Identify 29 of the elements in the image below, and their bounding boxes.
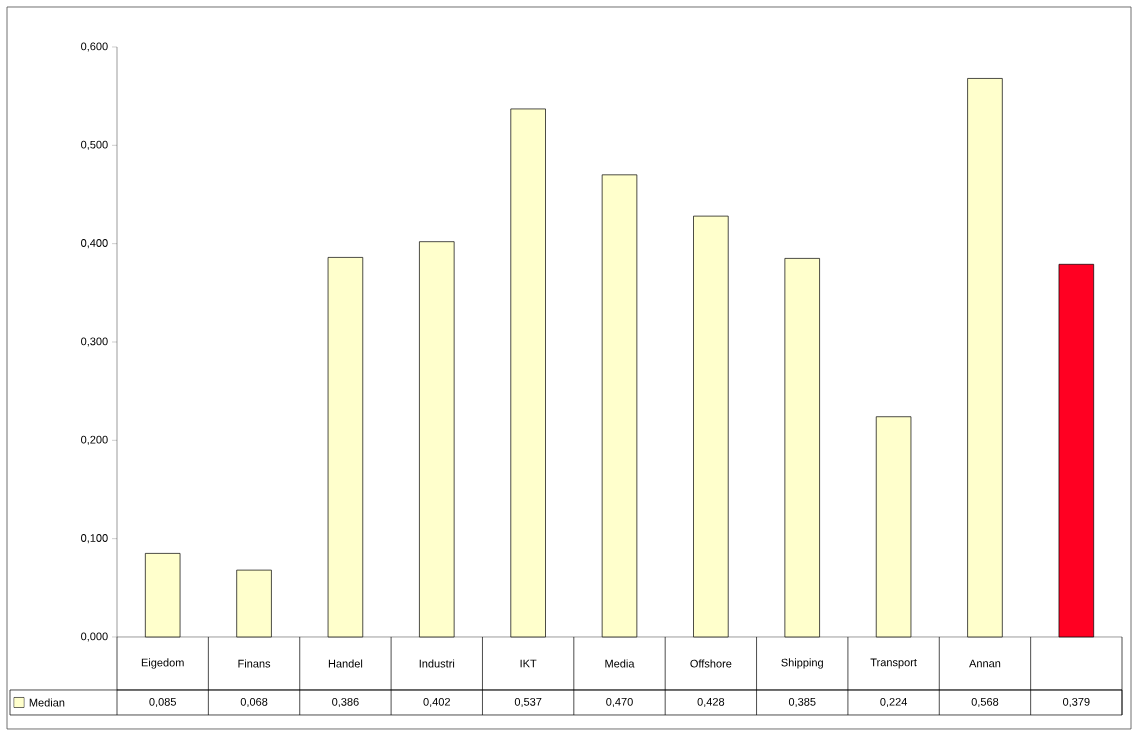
- y-tick-label: 0,300: [81, 337, 108, 347]
- x-tick-label: Annan: [969, 659, 1001, 668]
- y-tick-label: 0,100: [81, 534, 108, 544]
- x-tick-label: Finans: [238, 659, 271, 668]
- data-label: 0,428: [697, 697, 725, 708]
- legend-label: Median: [29, 698, 65, 707]
- x-tick-label: Media: [605, 659, 635, 668]
- x-tick-label: Transport: [870, 658, 917, 669]
- x-tick-label: IKT: [520, 659, 537, 668]
- x-tick-label: Handel: [328, 659, 363, 668]
- data-label: 0,385: [788, 697, 816, 708]
- data-label: 0,402: [423, 697, 450, 708]
- y-tick-label: 0,400: [81, 239, 108, 249]
- x-tick-label: Shipping: [781, 658, 823, 669]
- y-tick-label: 0,200: [81, 435, 108, 445]
- data-label: 0,068: [240, 697, 268, 708]
- data-label: 0,386: [332, 697, 359, 708]
- data-label: 0,085: [149, 697, 176, 708]
- data-label: 0,224: [880, 697, 908, 708]
- data-label: 0,379: [1063, 697, 1090, 708]
- x-tick-label: Offshore: [690, 659, 732, 668]
- y-tick-label: 0,600: [81, 42, 108, 52]
- y-tick-label: 0,500: [81, 140, 108, 150]
- data-label: 0,537: [514, 697, 542, 708]
- data-label: 0,568: [971, 697, 999, 708]
- x-tick-label: Eigedom: [141, 658, 184, 669]
- x-tick-label: Industri: [419, 659, 455, 668]
- data-label: 0,470: [606, 697, 633, 708]
- y-tick-label: 0,000: [81, 632, 108, 642]
